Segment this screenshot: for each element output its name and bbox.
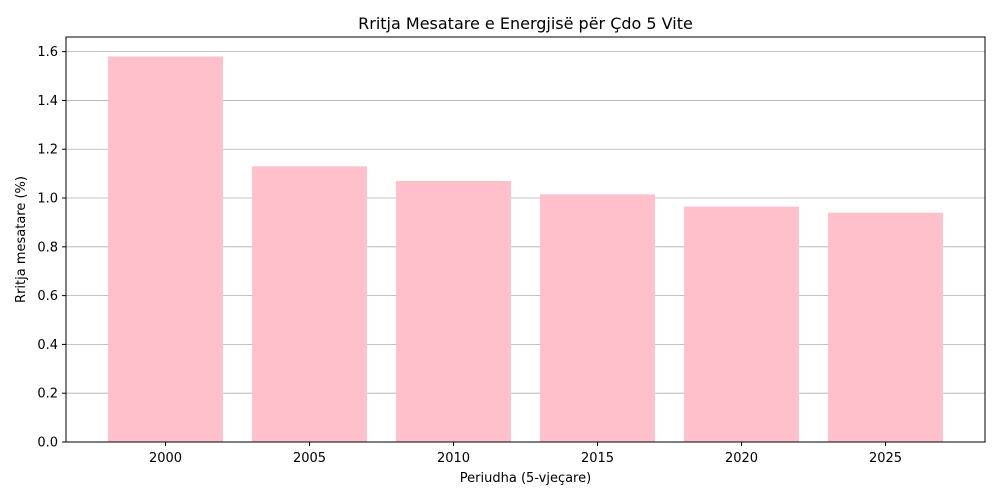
plot-frame	[65, 36, 986, 443]
axes	[65, 36, 986, 443]
y-tick-label: 1.0	[37, 192, 58, 207]
chart-title: Rritja Mesatare e Energjisë për Çdo 5 Vi…	[358, 14, 693, 33]
y-tick-label: 0.8	[37, 240, 58, 255]
x-tick-label: 2005	[293, 451, 326, 466]
x-tick-labels: 2000 2005 2010 2015 2020 2025	[149, 442, 902, 466]
bar-2010	[396, 180, 511, 442]
y-tick-label: 0.2	[37, 387, 58, 402]
y-tick-labels: 0.0 0.2 0.4 0.6 0.8 1.0 1.2 1.4 1.6	[37, 45, 66, 451]
x-tick-label: 2010	[437, 451, 470, 466]
bar-2000	[108, 56, 223, 443]
y-tick-label: 0.0	[37, 436, 58, 451]
y-tick-label: 1.2	[37, 143, 58, 158]
bar-2020	[684, 206, 799, 442]
y-tick-label: 0.4	[37, 338, 58, 353]
x-tick-label: 2020	[725, 451, 758, 466]
x-tick-label: 2025	[869, 451, 902, 466]
x-tick-label: 2015	[581, 451, 614, 466]
y-tick-label: 1.4	[37, 94, 58, 109]
x-tick-label: 2000	[149, 451, 182, 466]
y-tick-label: 0.6	[37, 289, 58, 304]
y-tick-label: 1.6	[37, 45, 58, 60]
y-axis-label: Rritja mesatare (%)	[14, 176, 29, 303]
bar-2005	[252, 166, 367, 442]
x-axis-label: Periudha (5-vjeçare)	[460, 471, 591, 486]
bar-2025	[828, 212, 943, 442]
bar-series	[108, 56, 943, 443]
bar-2015	[540, 194, 655, 442]
